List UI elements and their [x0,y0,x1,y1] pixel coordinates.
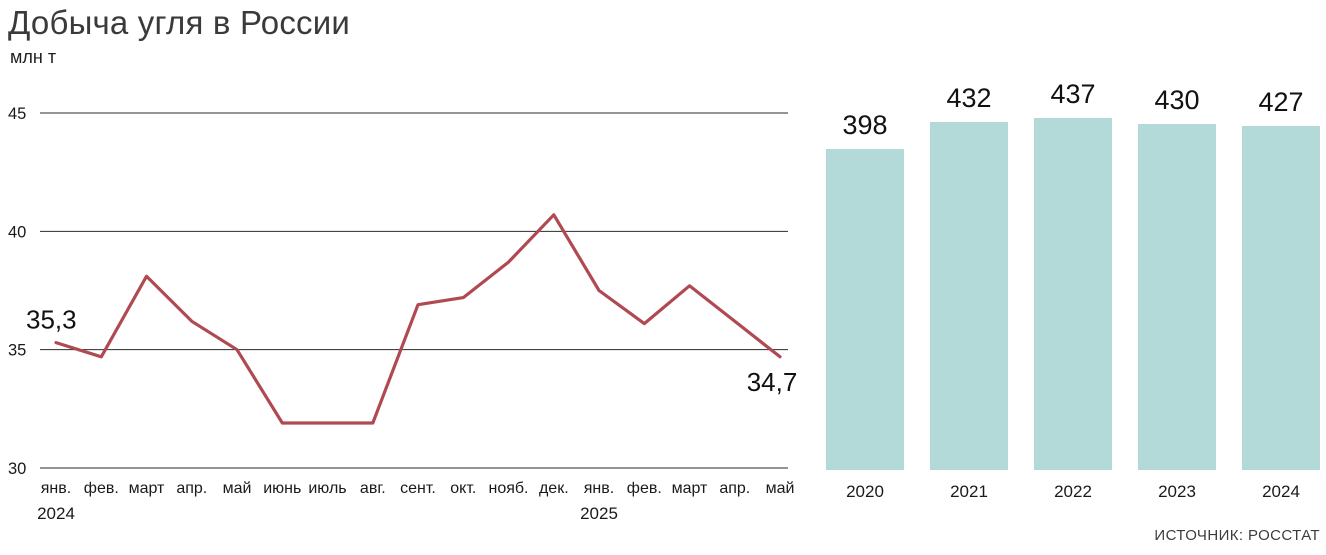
bar-value-label: 437 [1050,79,1096,110]
x-tick-label: май [223,480,252,497]
bar-year-label: 2024 [1262,482,1300,501]
x-tick-label: янв. [584,480,614,497]
bar-rect [826,149,904,470]
y-tick-label: 40 [8,223,26,241]
y-tick-label: 35 [8,342,26,360]
bar-column: 432 2021 [930,78,1008,501]
y-tick-label: 45 [8,105,26,123]
x-tick-label: сент. [400,480,436,497]
x-tick-label: март [129,480,165,497]
y-tick-label: 30 [8,460,26,478]
x-tick-label: май [766,480,795,497]
chart-title: Добыча угля в России [8,4,350,41]
bar-rect [1242,126,1320,470]
bar-year-label: 2022 [1054,482,1092,501]
x-tick-label: окт. [450,480,476,497]
bar-column: 430 2023 [1138,78,1216,501]
bar-year-label: 2020 [846,482,884,501]
bar-column: 437 2022 [1034,78,1112,501]
y-axis-unit-label: млн т [10,47,57,67]
bar-value-label: 398 [842,110,888,141]
x-tick-label: янв. [41,480,71,497]
source-credit: ИСТОЧНИК: РОССТАТ [1154,527,1320,544]
x-tick-label: апр. [176,480,207,497]
bar-column: 427 2024 [1242,78,1320,501]
x-tick-label: фев. [627,480,662,497]
x-tick-label: дек. [539,480,569,497]
bar-value-label: 430 [1154,85,1200,116]
bar-rect [1138,124,1216,470]
x-year-label: 2024 [37,504,75,523]
x-tick-label: июль [308,480,346,497]
x-tick-label: авг. [360,480,386,497]
x-tick-label: нояб. [488,480,528,497]
x-tick-label: март [672,480,708,497]
bar-chart: 398 2020 432 2021 437 2022 430 2023 427 2024 [826,78,1320,501]
x-tick-label: июнь [263,480,301,497]
bar-rect [930,122,1008,470]
last-point-annotation: 34,7 [747,367,798,397]
x-year-label: 2025 [580,504,618,523]
first-point-annotation: 35,3 [26,305,77,335]
bar-value-label: 432 [946,83,992,114]
bar-year-label: 2021 [950,482,988,501]
bar-column: 398 2020 [826,78,904,501]
bar-year-label: 2023 [1158,482,1196,501]
line-series [54,213,782,425]
x-tick-label: апр. [719,480,750,497]
bar-rect [1034,118,1112,470]
x-tick-label: фев. [84,480,119,497]
bar-value-label: 427 [1258,87,1304,118]
